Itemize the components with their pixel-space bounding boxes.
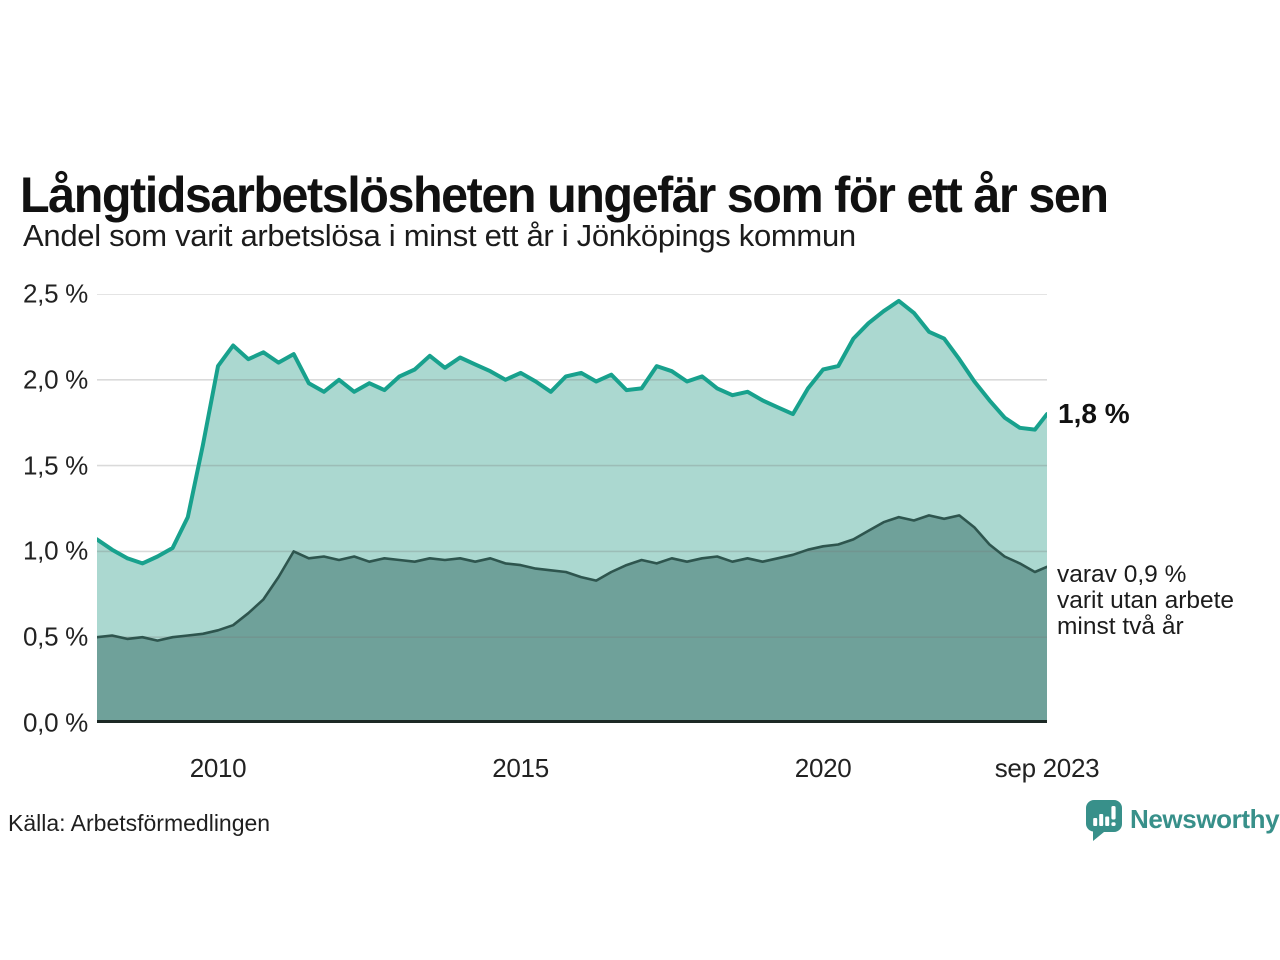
source-text: Källa: Arbetsförmedlingen bbox=[8, 810, 271, 836]
y-axis-label: 0,0 % bbox=[23, 707, 88, 738]
y-axis-label: 1,5 % bbox=[23, 450, 88, 481]
x-axis-label: 2020 bbox=[794, 753, 852, 783]
annotation-two-year-line2: varit utan arbete bbox=[1057, 587, 1235, 614]
x-axis-label: 2015 bbox=[492, 753, 549, 783]
area-fill-two-year bbox=[97, 515, 1047, 723]
annotation-two-year: varav 0,9 % varit utan arbete minst två … bbox=[1057, 562, 1234, 640]
annotation-two-year-line3: minst två år bbox=[1057, 613, 1184, 640]
annotation-latest-value: 1,8 % bbox=[1058, 398, 1130, 429]
area-chart-svg bbox=[97, 294, 1047, 723]
newsworthy-bar-chart-bubble-icon bbox=[1086, 800, 1122, 847]
x-axis-label: sep 2023 bbox=[994, 753, 1100, 783]
y-axis-label: 2,5 % bbox=[23, 278, 88, 309]
chart-title: Långtidsarbetslösheten ungefär som för e… bbox=[20, 166, 1109, 223]
y-axis-label: 1,0 % bbox=[23, 535, 88, 566]
brand-logo: Newsworthy bbox=[1086, 800, 1280, 847]
y-axis-label: 2,0 % bbox=[23, 364, 88, 395]
line-two-year bbox=[97, 514, 1047, 642]
line-one-year bbox=[97, 298, 1047, 566]
chart-subtitle: Andel som varit arbetslösa i minst ett å… bbox=[23, 218, 856, 253]
x-axis-label: 2010 bbox=[189, 753, 247, 783]
y-axis-label: 0,5 % bbox=[23, 621, 88, 652]
plot-area bbox=[97, 294, 1047, 723]
brand-name: Newsworthy bbox=[1130, 804, 1280, 834]
annotation-two-year-line1: varav 0,9 % bbox=[1057, 561, 1187, 588]
